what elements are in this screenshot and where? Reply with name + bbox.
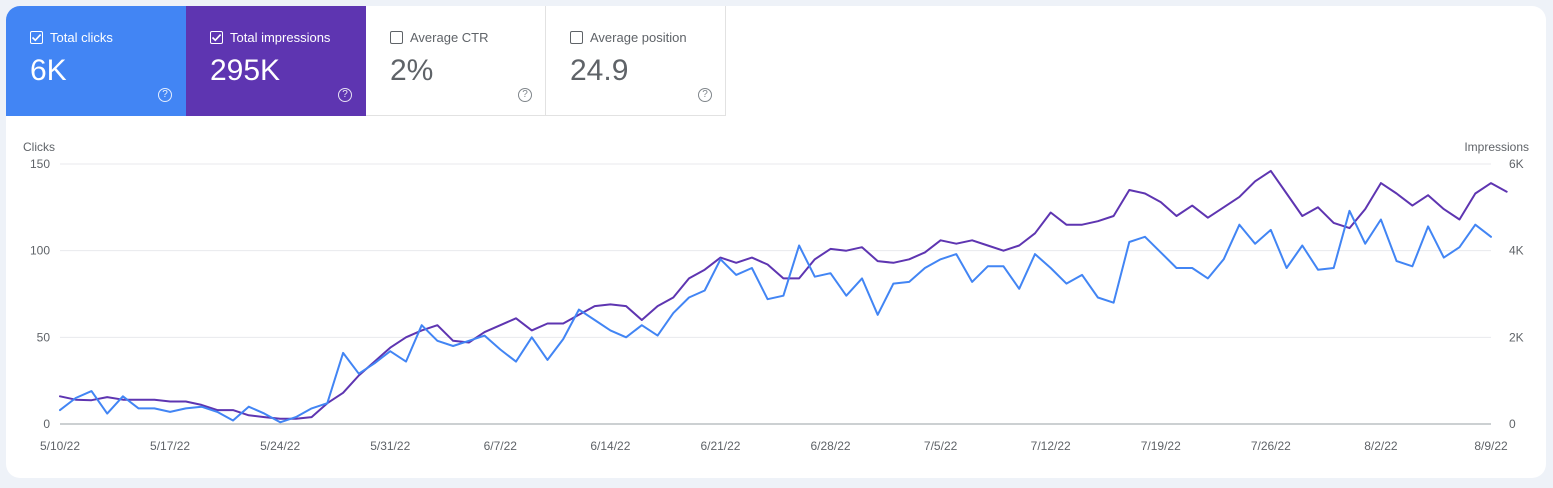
metric-card-total-clicks[interactable]: Total clicks 6K ? (6, 6, 186, 116)
series-line-clicks[interactable] (59, 209, 1492, 424)
x-tick-label: 7/5/22 (924, 439, 958, 453)
y-left-tick-label: 50 (37, 330, 51, 344)
gridlines (60, 163, 1491, 425)
help-icon[interactable]: ? (518, 88, 532, 102)
x-tick-label: 6/14/22 (590, 439, 630, 453)
y-left-tick-label: 0 (43, 417, 50, 431)
x-tick-label: 7/19/22 (1141, 439, 1181, 453)
performance-card: Total clicks 6K ? Total impressions 295K… (6, 6, 1546, 478)
metric-label: Total clicks (50, 30, 113, 45)
metric-label: Average CTR (410, 30, 489, 45)
series-lines (59, 169, 1508, 424)
x-tick-label: 7/26/22 (1251, 439, 1291, 453)
help-icon[interactable]: ? (338, 88, 352, 102)
performance-chart: Clicks Impressions 0 50 100 150 0 2K 4K 6K 5/1… (23, 140, 1529, 453)
x-tick-label: 5/17/22 (150, 439, 190, 453)
metric-value: 2% (390, 54, 434, 87)
metric-value: 295K (210, 54, 281, 87)
y-axis-right: 0 2K 4K 6K (1509, 157, 1524, 431)
x-tick-label: 5/10/22 (40, 439, 80, 453)
x-tick-label: 6/7/22 (484, 439, 518, 453)
x-tick-label: 5/24/22 (260, 439, 300, 453)
metric-card-average-position[interactable]: Average position 24.9 ? (546, 6, 726, 116)
y-axis-right-label: Impressions (1464, 140, 1529, 154)
series-line-impressions[interactable] (59, 169, 1508, 420)
y-left-tick-label: 150 (30, 157, 50, 171)
metric-card-average-ctr[interactable]: Average CTR 2% ? (366, 6, 546, 116)
x-tick-label: 6/21/22 (700, 439, 740, 453)
x-axis: 5/10/22 5/17/22 5/24/22 5/31/22 6/7/22 6/14/2… (40, 439, 1508, 453)
y-axis-left: 0 50 100 150 (30, 157, 50, 431)
checkbox-checked-icon[interactable] (30, 31, 43, 44)
y-right-tick-label: 2K (1509, 330, 1524, 344)
x-tick-label: 8/9/22 (1474, 439, 1508, 453)
metric-label: Average position (590, 30, 687, 45)
y-right-tick-label: 0 (1509, 417, 1516, 431)
help-icon[interactable]: ? (158, 88, 172, 102)
metric-value: 24.9 (570, 54, 629, 87)
checkbox-unchecked-icon[interactable] (570, 31, 583, 44)
checkbox-checked-icon[interactable] (210, 31, 223, 44)
y-right-tick-label: 4K (1509, 244, 1524, 258)
x-tick-label: 6/28/22 (811, 439, 851, 453)
metric-tabs: Total clicks 6K ? Total impressions 295K… (6, 6, 726, 116)
x-tick-label: 7/12/22 (1031, 439, 1071, 453)
y-left-tick-label: 100 (30, 244, 50, 258)
x-tick-label: 8/2/22 (1364, 439, 1398, 453)
x-tick-label: 5/31/22 (370, 439, 410, 453)
metric-label: Total impressions (230, 30, 331, 45)
y-axis-left-label: Clicks (23, 140, 55, 154)
y-right-tick-label: 6K (1509, 157, 1524, 171)
checkbox-unchecked-icon[interactable] (390, 31, 403, 44)
metric-card-total-impressions[interactable]: Total impressions 295K ? (186, 6, 366, 116)
metric-value: 6K (30, 54, 67, 87)
help-icon[interactable]: ? (698, 88, 712, 102)
